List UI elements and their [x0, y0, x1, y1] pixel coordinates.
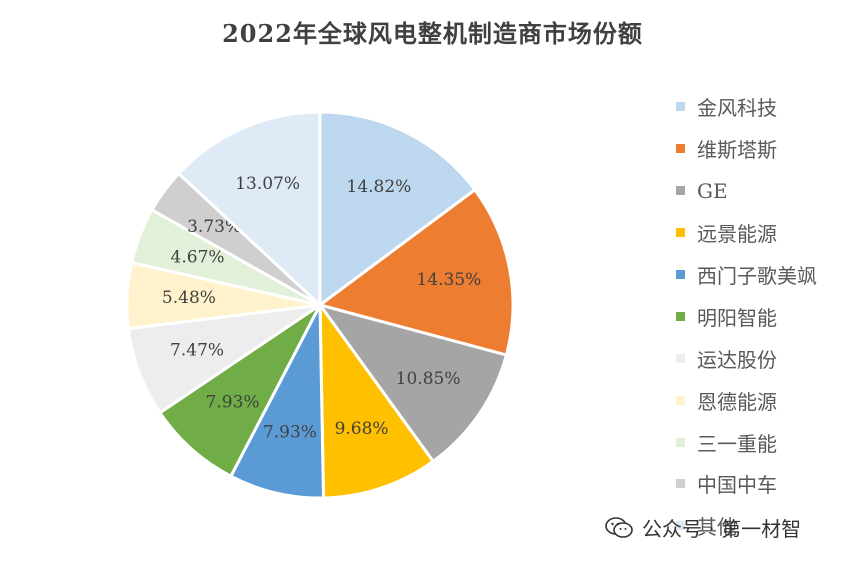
legend-swatch — [676, 311, 685, 321]
legend-label: 金风科技 — [697, 96, 777, 121]
legend-item: 明阳智能 — [676, 295, 817, 337]
legend-swatch — [676, 102, 685, 112]
legend-item: 金风科技 — [676, 86, 817, 128]
pie-slice — [316, 302, 509, 464]
legend-item: 运达股份 — [676, 337, 817, 379]
slice-data-label: 9.68% — [335, 419, 389, 439]
slice-data-label: 13.07% — [235, 174, 300, 194]
legend-label: 恩德能源 — [697, 389, 777, 414]
legend-label: 远景能源 — [697, 222, 777, 247]
slice-data-label: 7.47% — [170, 340, 224, 360]
slice-data-label: 7.93% — [263, 422, 317, 442]
slice-data-label: 14.82% — [347, 177, 412, 197]
pie-slice — [316, 187, 515, 357]
legend-swatch — [676, 395, 685, 405]
legend-label: 中国中车 — [697, 473, 777, 498]
chart-title: 2022年全球风电整机制造商市场份额 — [222, 19, 643, 48]
legend-swatch — [676, 437, 685, 447]
slice-data-label: 3.73% — [187, 217, 241, 237]
slice-data-label: 14.35% — [417, 270, 482, 290]
legend-swatch — [676, 228, 685, 238]
pie-slice — [318, 300, 436, 500]
legend-item: GE — [676, 170, 817, 212]
wechat-icon — [605, 516, 633, 538]
pie-slice — [228, 304, 326, 500]
legend-swatch — [676, 144, 685, 154]
pie-slice — [318, 110, 477, 308]
legend-swatch — [676, 521, 685, 531]
slice-data-label: 7.93% — [206, 392, 260, 412]
legend-item: 西门子歌美飒 — [676, 254, 817, 296]
legend-item: 恩德能源 — [676, 379, 817, 421]
legend-swatch — [676, 479, 685, 489]
watermark-text: 公众号 · 第一材智 — [642, 517, 802, 541]
chart-legend: 金风科技维斯塔斯 GE 远景能源西门子歌美飒 明阳智能运达股份恩德能源三一重能中国中车… — [676, 86, 817, 547]
legend-item: 远景能源 — [676, 212, 817, 254]
pie-slice — [157, 303, 322, 479]
legend-label: 西门子歌美飒 — [697, 264, 817, 288]
pie-slice — [176, 110, 322, 309]
legend-label: 明阳智能 — [697, 305, 777, 330]
legend-item: 其他 — [676, 505, 817, 547]
legend-item: 维斯塔斯 — [676, 128, 817, 170]
legend-swatch — [676, 270, 685, 279]
legend-swatch — [676, 353, 685, 363]
legend-swatch — [676, 186, 685, 196]
legend-label: GE — [697, 178, 728, 203]
slice-data-label: 10.85% — [396, 369, 461, 389]
slice-data-label: 4.67% — [171, 247, 225, 267]
legend-label: 维斯塔斯 — [697, 138, 777, 163]
legend-item: 中国中车 — [676, 463, 817, 505]
legend-label: 三一重能 — [697, 431, 777, 456]
slice-data-label: 5.48% — [162, 288, 216, 308]
legend-label: 运达股份 — [697, 347, 777, 372]
legend-label: 其他 — [697, 515, 737, 540]
legend-item: 三一重能 — [676, 421, 817, 463]
watermark: 公众号 · 第一材智 — [604, 513, 801, 542]
